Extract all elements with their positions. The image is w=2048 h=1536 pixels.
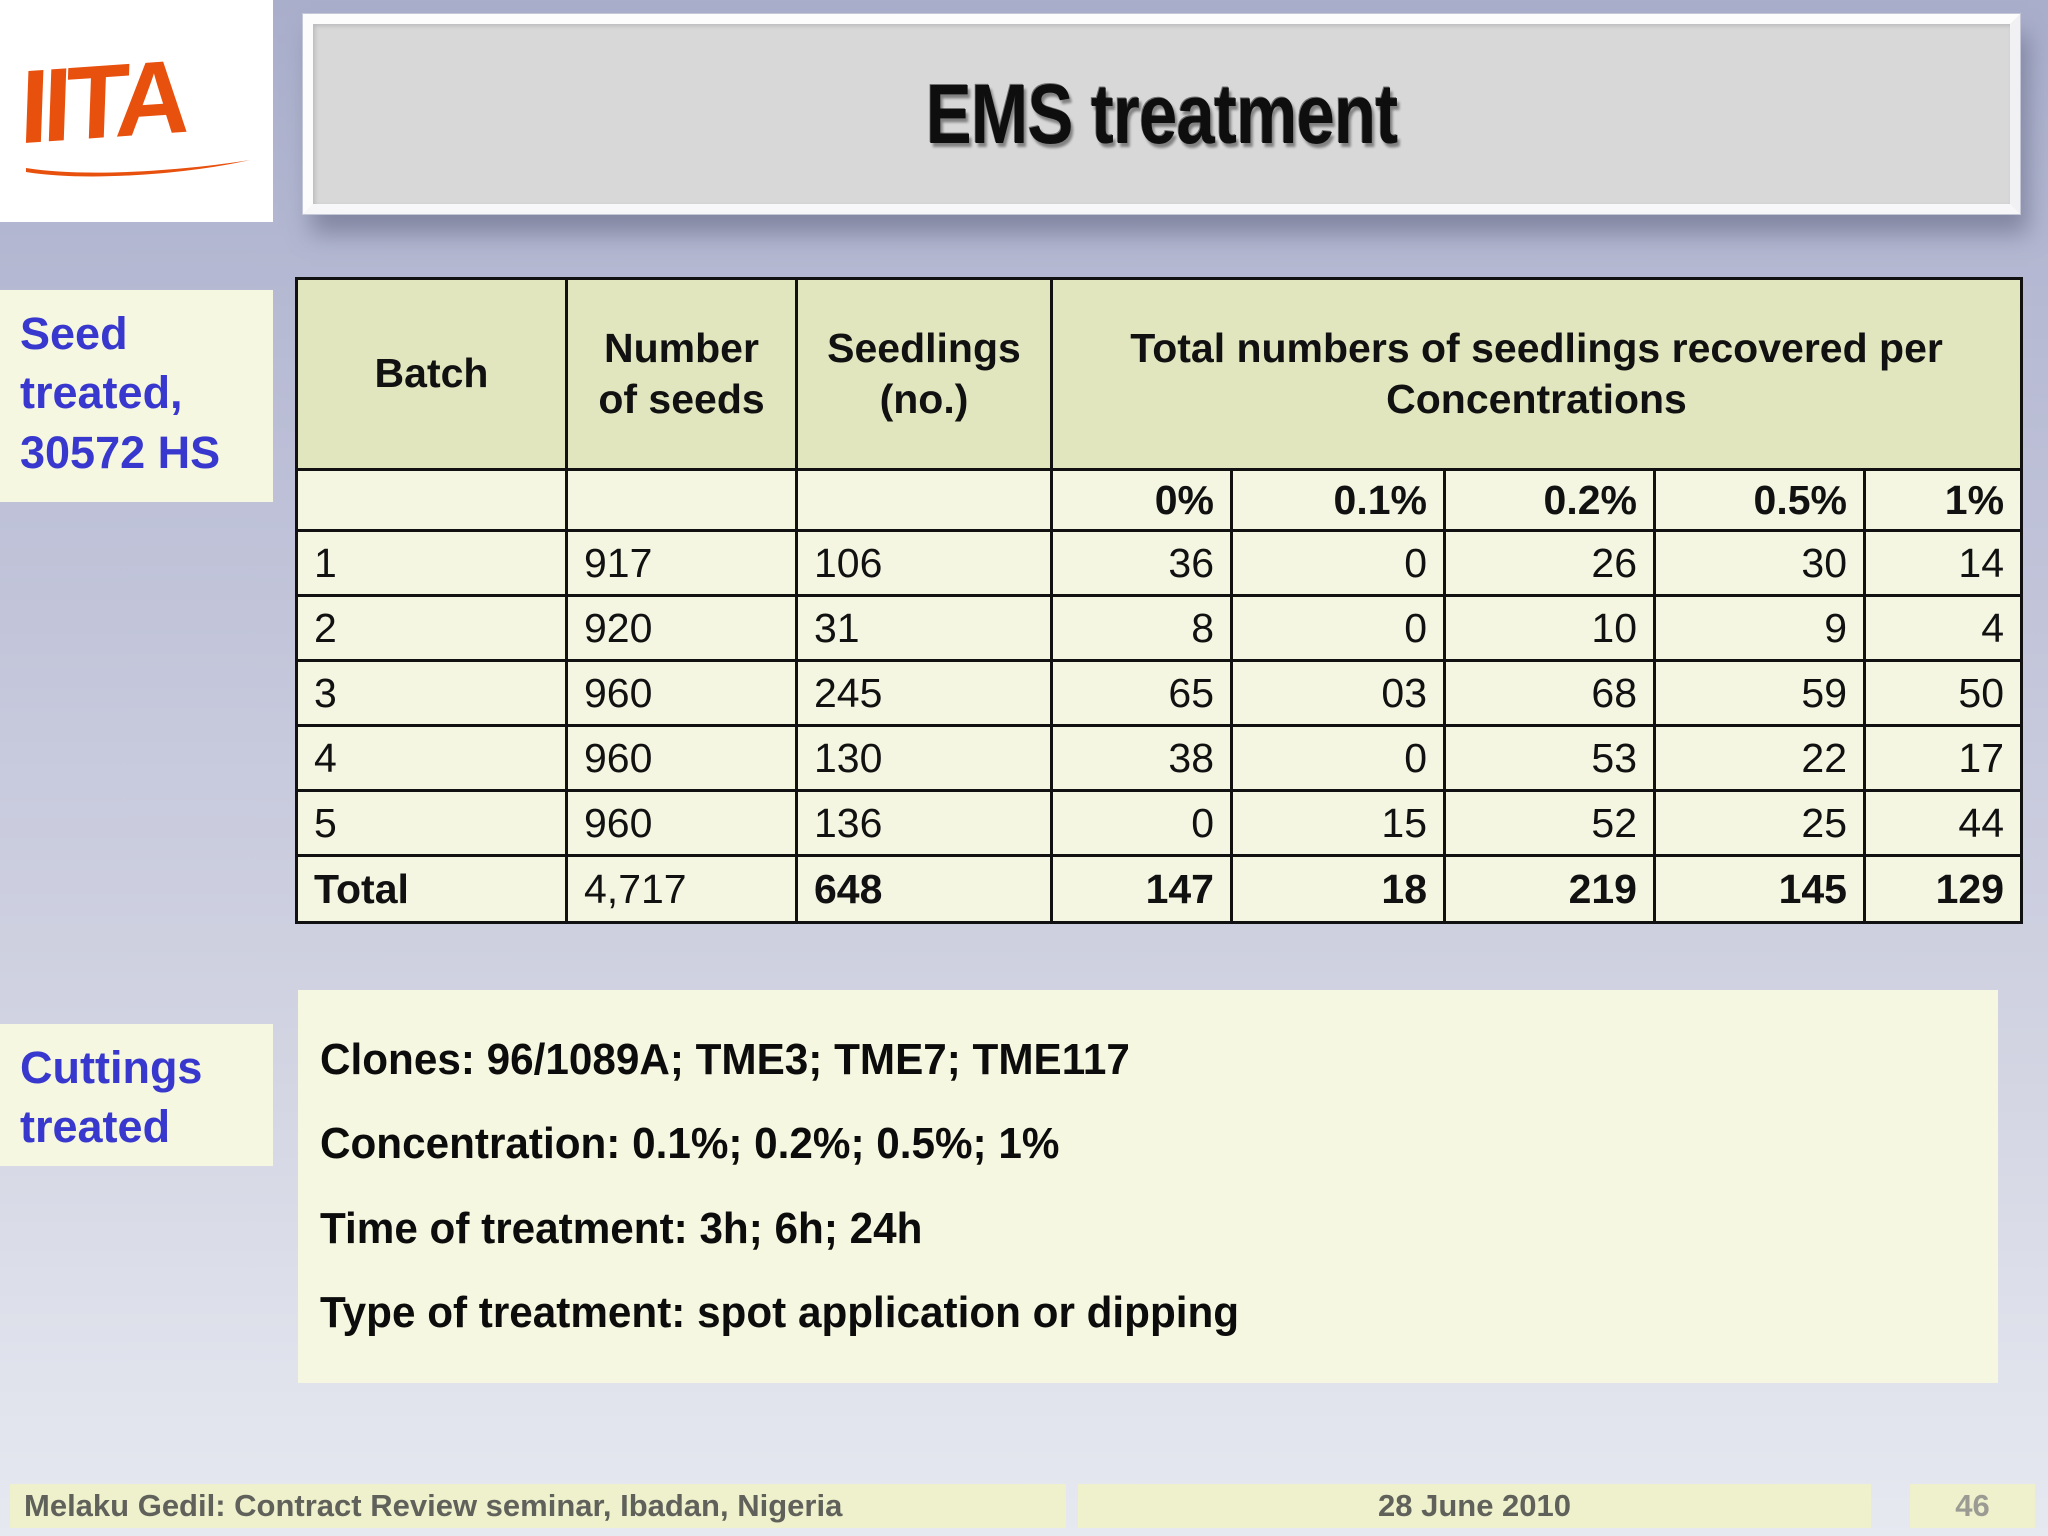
subheader-empty — [795, 468, 1053, 532]
header-seedlings: Seedlings (no.) — [795, 277, 1053, 471]
header-recovered: Total numbers of seedlings recovered per… — [1049, 277, 2024, 471]
total-seedlings: 648 — [795, 854, 1053, 924]
header-seeds: Number of seeds — [565, 277, 798, 471]
total-seeds: 4,717 — [565, 854, 798, 924]
cell-value: 15 — [1230, 789, 1446, 857]
subheader-empty — [565, 468, 798, 532]
cell-value: 17 — [1862, 724, 2024, 792]
cell-value: 38 — [1050, 724, 1233, 792]
slide-title: EMS treatment — [925, 66, 1398, 161]
cell-value: 9 — [1653, 594, 1866, 662]
cell-value: 03 — [1230, 659, 1446, 727]
cell-seedlings: 130 — [795, 724, 1053, 792]
cell-value: 65 — [1050, 659, 1233, 727]
treatment-info-box: Clones: 96/1089A; TME3; TME7; TME117 Con… — [298, 990, 1998, 1383]
cell-value: 0 — [1050, 789, 1233, 857]
cell-value: 4 — [1862, 594, 2024, 662]
cell-value: 0 — [1230, 529, 1446, 597]
concentration-header: 1% — [1862, 468, 2024, 532]
concentration-header: 0.1% — [1230, 468, 1446, 532]
total-value: 147 — [1050, 854, 1233, 924]
subheader-empty — [295, 468, 568, 532]
cell-value: 10 — [1443, 594, 1656, 662]
table-row: 1 917 106 36 0 26 30 14 — [295, 529, 2024, 597]
cell-seedlings: 31 — [795, 594, 1053, 662]
concentration-header: 0.2% — [1443, 468, 1656, 532]
footer-author: Melaku Gedil: Contract Review seminar, I… — [10, 1484, 1066, 1528]
cell-batch: 3 — [295, 659, 568, 727]
footer-page-number: 46 — [1910, 1484, 2035, 1528]
footer-date: 28 June 2010 — [1078, 1484, 1871, 1528]
cell-seedlings: 245 — [795, 659, 1053, 727]
title-banner: EMS treatment — [302, 13, 2021, 215]
table-row: 3 960 245 65 03 68 59 50 — [295, 659, 2024, 727]
info-concentration: Concentration: 0.1%; 0.2%; 0.5%; 1% — [320, 1119, 1060, 1169]
iita-logo-text: IITA — [18, 38, 190, 166]
total-value: 145 — [1653, 854, 1866, 924]
concentration-header: 0.5% — [1653, 468, 1866, 532]
total-value: 219 — [1443, 854, 1656, 924]
table-subheader-row: 0% 0.1% 0.2% 0.5% 1% — [295, 468, 2024, 532]
iita-logo: IITA — [0, 0, 273, 222]
cell-seedlings: 106 — [795, 529, 1053, 597]
table-row: 4 960 130 38 0 53 22 17 — [295, 724, 2024, 792]
table-header-row: Batch Number of seeds Seedlings (no.) To… — [295, 277, 2024, 471]
total-value: 129 — [1862, 854, 2024, 924]
cell-value: 0 — [1230, 724, 1446, 792]
cell-batch: 5 — [295, 789, 568, 857]
iita-logo-icon: IITA — [18, 38, 250, 177]
table-row: 2 920 31 8 0 10 9 4 — [295, 594, 2024, 662]
cell-value: 59 — [1653, 659, 1866, 727]
cell-batch: 1 — [295, 529, 568, 597]
concentration-header: 0% — [1050, 468, 1233, 532]
cell-seedlings: 136 — [795, 789, 1053, 857]
cell-value: 44 — [1862, 789, 2024, 857]
cell-seeds: 917 — [565, 529, 798, 597]
cell-seeds: 960 — [565, 659, 798, 727]
cell-value: 30 — [1653, 529, 1866, 597]
total-label: Total — [295, 854, 568, 924]
cell-value: 0 — [1230, 594, 1446, 662]
cell-value: 25 — [1653, 789, 1866, 857]
label-cuttings-treated: Cuttings treated — [0, 1024, 273, 1166]
cell-value: 36 — [1050, 529, 1233, 597]
label-seed-treated: Seed treated, 30572 HS — [0, 290, 273, 502]
header-batch: Batch — [295, 277, 568, 471]
table-row: 5 960 136 0 15 52 25 44 — [295, 789, 2024, 857]
table-total-row: Total 4,717 648 147 18 219 145 129 — [295, 854, 2024, 924]
cell-value: 50 — [1862, 659, 2024, 727]
cell-seeds: 920 — [565, 594, 798, 662]
cell-batch: 4 — [295, 724, 568, 792]
cell-value: 53 — [1443, 724, 1656, 792]
cell-value: 22 — [1653, 724, 1866, 792]
cell-value: 26 — [1443, 529, 1656, 597]
cell-value: 52 — [1443, 789, 1656, 857]
cell-value: 8 — [1050, 594, 1233, 662]
iita-logo-underline — [26, 160, 250, 177]
cell-seeds: 960 — [565, 724, 798, 792]
info-type: Type of treatment: spot application or d… — [320, 1288, 1240, 1338]
info-time: Time of treatment: 3h; 6h; 24h — [320, 1203, 923, 1253]
cell-value: 14 — [1862, 529, 2024, 597]
info-clones: Clones: 96/1089A; TME3; TME7; TME117 — [320, 1034, 1130, 1084]
ems-treatment-table: Batch Number of seeds Seedlings (no.) To… — [295, 277, 2024, 924]
cell-value: 68 — [1443, 659, 1656, 727]
cell-batch: 2 — [295, 594, 568, 662]
total-value: 18 — [1230, 854, 1446, 924]
cell-seeds: 960 — [565, 789, 798, 857]
